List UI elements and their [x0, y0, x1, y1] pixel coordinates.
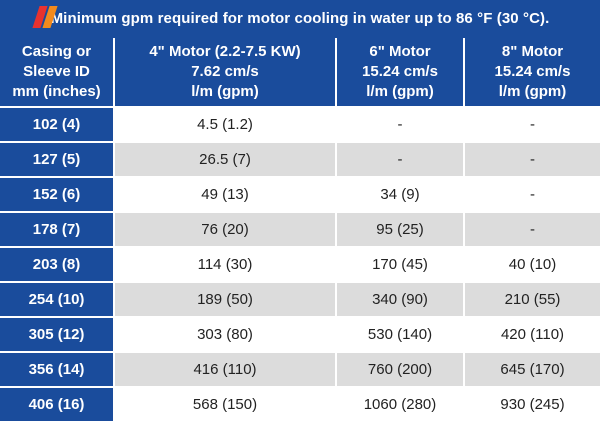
- table-row: 356 (14) 416 (110) 760 (200) 645 (170): [0, 351, 600, 387]
- flow-6in-cell: 1060 (280): [336, 386, 465, 421]
- flow-8in-cell: -: [464, 211, 600, 247]
- flow-4in-cell: 303 (80): [114, 316, 337, 352]
- flow-6in-cell: 530 (140): [336, 316, 465, 352]
- brand-logo: [6, 4, 126, 40]
- flow-8in-cell: 930 (245): [464, 386, 600, 421]
- flow-4in-cell: 4.5 (1.2): [114, 106, 337, 142]
- flow-4in-cell: 49 (13): [114, 176, 337, 212]
- table-row: 127 (5) 26.5 (7) - -: [0, 141, 600, 177]
- table-row: 305 (12) 303 (80) 530 (140) 420 (110): [0, 316, 600, 352]
- flow-8in-cell: -: [464, 176, 600, 212]
- header-4in-motor: 4" Motor (2.2-7.5 KW) 7.62 cm/s l/m (gpm…: [114, 38, 337, 107]
- flow-6in-cell: -: [336, 141, 465, 177]
- flow-4in-cell: 114 (30): [114, 246, 337, 282]
- table-row: 254 (10) 189 (50) 340 (90) 210 (55): [0, 281, 600, 317]
- flow-8in-cell: 210 (55): [464, 281, 600, 317]
- casing-id-cell: 305 (12): [0, 316, 115, 352]
- header-line: Sleeve ID: [23, 63, 90, 80]
- flow-6in-cell: 34 (9): [336, 176, 465, 212]
- flow-8in-cell: 645 (170): [464, 351, 600, 387]
- header-casing-id: Casing or Sleeve ID mm (inches): [0, 38, 115, 107]
- flow-8in-cell: 420 (110): [464, 316, 600, 352]
- table-row: 203 (8) 114 (30) 170 (45) 40 (10): [0, 246, 600, 282]
- header-line: l/m (gpm): [366, 83, 434, 100]
- flow-8in-cell: -: [464, 106, 600, 142]
- casing-id-cell: 102 (4): [0, 106, 115, 142]
- header-row: Casing or Sleeve ID mm (inches) 4" Motor…: [0, 38, 600, 107]
- header-line: Casing or: [21, 43, 92, 60]
- flow-4in-cell: 416 (110): [114, 351, 337, 387]
- casing-id-cell: 406 (16): [0, 386, 115, 421]
- flow-6in-cell: 170 (45): [336, 246, 465, 282]
- header-line: 4" Motor (2.2-7.5 KW): [149, 43, 301, 60]
- flow-6in-cell: 95 (25): [336, 211, 465, 247]
- table-row: 152 (6) 49 (13) 34 (9) -: [0, 176, 600, 212]
- header-line: 6" Motor: [369, 43, 431, 60]
- casing-id-cell: 203 (8): [0, 246, 115, 282]
- flow-8in-cell: -: [464, 141, 600, 177]
- header-line: 15.24 cm/s: [494, 63, 571, 80]
- flow-8in-cell: 40 (10): [464, 246, 600, 282]
- flow-4in-cell: 26.5 (7): [114, 141, 337, 177]
- table-row: 406 (16) 568 (150) 1060 (280) 930 (245): [0, 386, 600, 421]
- motor-cooling-table: Casing or Sleeve ID mm (inches) 4" Motor…: [0, 38, 600, 421]
- logo-mark-icon: [32, 4, 58, 30]
- casing-id-cell: 178 (7): [0, 211, 115, 247]
- header-line: l/m (gpm): [191, 83, 259, 100]
- header-line: 8" Motor: [501, 43, 564, 60]
- flow-6in-cell: 760 (200): [336, 351, 465, 387]
- header-line: 15.24 cm/s: [362, 63, 438, 80]
- header-line: 7.62 cm/s: [191, 63, 259, 80]
- flow-6in-cell: 340 (90): [336, 281, 465, 317]
- flow-4in-cell: 189 (50): [114, 281, 337, 317]
- table-row: 178 (7) 76 (20) 95 (25) -: [0, 211, 600, 247]
- casing-id-cell: 254 (10): [0, 281, 115, 317]
- flow-4in-cell: 568 (150): [114, 386, 337, 421]
- casing-id-cell: 152 (6): [0, 176, 115, 212]
- casing-id-cell: 127 (5): [0, 141, 115, 177]
- table-title: Minimum gpm required for motor cooling i…: [0, 0, 600, 38]
- flow-6in-cell: -: [336, 106, 465, 142]
- header-line: mm (inches): [12, 83, 101, 100]
- flow-4in-cell: 76 (20): [114, 211, 337, 247]
- header-line: l/m (gpm): [498, 83, 567, 100]
- casing-id-cell: 356 (14): [0, 351, 115, 387]
- table-row: 102 (4) 4.5 (1.2) - -: [0, 106, 600, 142]
- header-6in-motor: 6" Motor 15.24 cm/s l/m (gpm): [336, 38, 465, 107]
- header-8in-motor: 8" Motor 15.24 cm/s l/m (gpm): [464, 38, 600, 107]
